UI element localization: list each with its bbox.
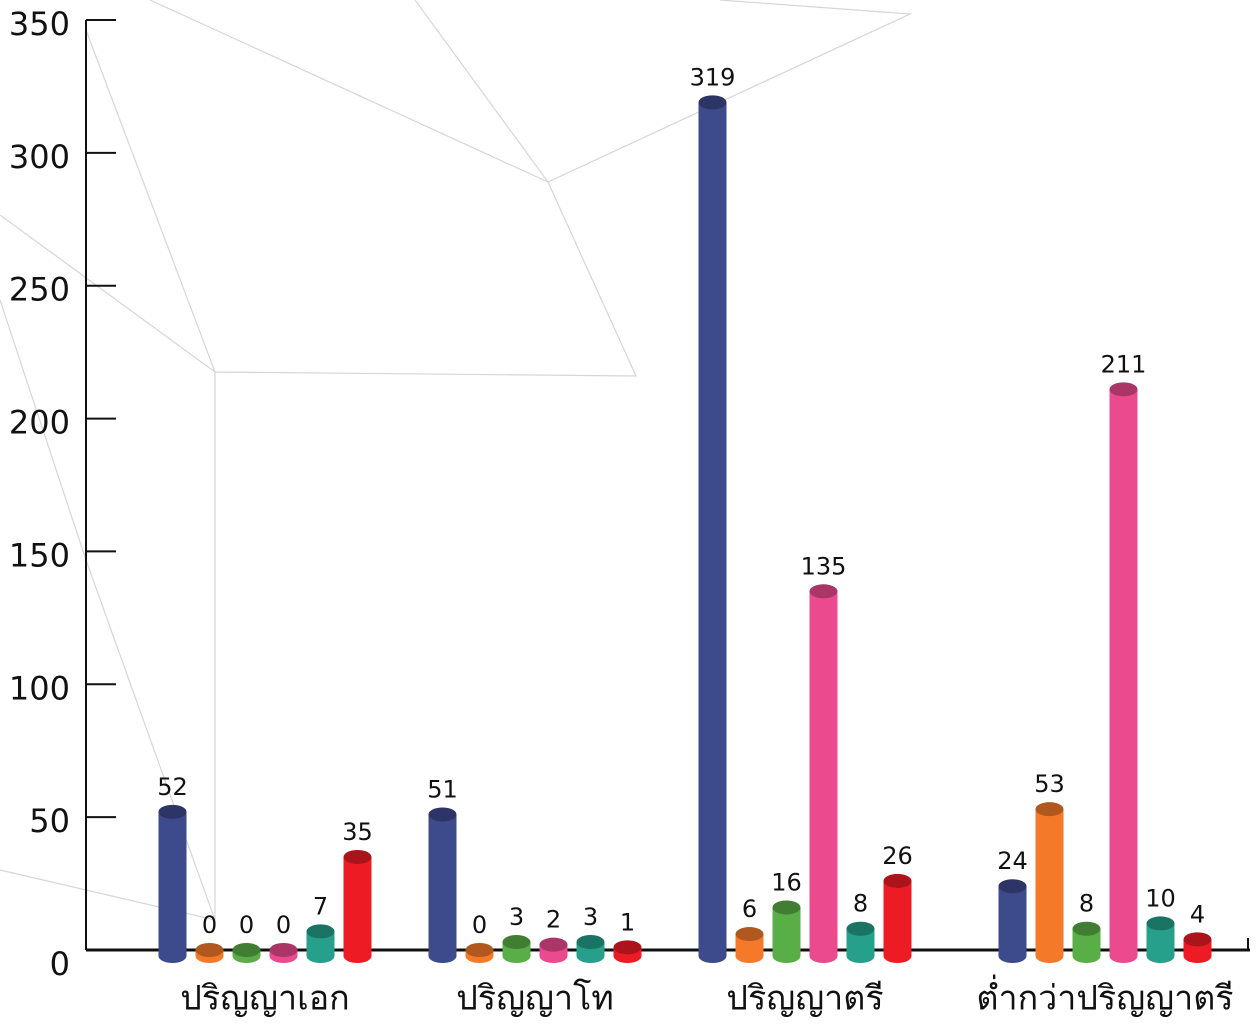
bar: [158, 811, 187, 956]
data-label: 211: [1101, 350, 1147, 378]
data-label: 6: [742, 895, 757, 923]
y-tick-label: 300: [9, 138, 70, 176]
bar-base: [539, 949, 568, 963]
data-label: 35: [342, 818, 373, 846]
data-label: 319: [690, 63, 736, 91]
bar: [428, 814, 457, 956]
bar-cap: [735, 927, 764, 942]
background-decoration: [0, 0, 913, 921]
bar-base: [1072, 949, 1101, 963]
data-label: 0: [239, 911, 254, 939]
bar-base: [428, 949, 457, 963]
x-tick-label: ปริญญาโท: [456, 979, 614, 1019]
data-label: 3: [509, 903, 524, 931]
bar-base: [502, 949, 531, 963]
bar-base: [998, 949, 1027, 963]
data-label: 8: [1079, 890, 1094, 918]
bar-cap: [539, 937, 568, 952]
bar-cap: [232, 943, 261, 957]
bar: [772, 907, 801, 956]
data-label: 0: [202, 911, 217, 939]
x-tick-label: ปริญญาตรี: [726, 979, 883, 1019]
y-tick-label: 250: [9, 271, 70, 309]
data-label: 0: [472, 911, 487, 939]
bar-base: [306, 949, 335, 963]
bar-base: [735, 949, 764, 963]
bar-base: [1146, 949, 1175, 963]
bar-cap: [576, 935, 605, 950]
bar-cap: [502, 935, 531, 950]
bar-cap: [465, 943, 494, 957]
bar-base: [1035, 949, 1064, 963]
data-label: 53: [1034, 770, 1065, 798]
bar-base: [883, 949, 912, 963]
data-label: 7: [313, 892, 328, 920]
bar-cap: [1146, 916, 1175, 931]
y-tick-label: 100: [9, 669, 70, 707]
bar: [343, 857, 372, 956]
bar-cap: [998, 879, 1027, 894]
bar-cap: [158, 804, 187, 819]
y-tick-label: 350: [9, 5, 70, 43]
bar-cap: [613, 940, 642, 955]
data-label: 24: [997, 847, 1028, 875]
data-label: 16: [771, 868, 802, 896]
bar: [809, 591, 838, 956]
y-tick-label: 0: [50, 945, 70, 983]
bar-cap: [269, 943, 298, 957]
bar-base: [576, 949, 605, 963]
bar-base: [158, 949, 187, 963]
bar-cap: [343, 850, 372, 864]
data-label: 51: [427, 775, 458, 803]
bar: [998, 886, 1027, 956]
x-tick-label: ต่ำกว่าปริญญาตรี: [976, 975, 1233, 1019]
data-label: 26: [882, 842, 913, 870]
bar-cap: [883, 873, 912, 888]
data-label: 10: [1145, 884, 1176, 912]
bar: [698, 102, 727, 956]
bar-base: [1183, 949, 1212, 963]
y-tick-label: 150: [9, 536, 70, 574]
bar-cap: [1035, 802, 1064, 817]
bar-cap: [1109, 382, 1138, 397]
data-label: 3: [583, 903, 598, 931]
bar-cap: [1183, 932, 1212, 947]
data-label: 8: [853, 890, 868, 918]
data-label: 0: [276, 911, 291, 939]
bar-base: [772, 949, 801, 963]
x-tick-label: ปริญญาเอก: [180, 979, 350, 1019]
data-label: 1: [620, 908, 635, 936]
data-label: 4: [1190, 900, 1205, 928]
bar-base: [343, 949, 372, 963]
bar: [1109, 389, 1138, 956]
y-tick-label: 50: [29, 802, 70, 840]
data-label: 52: [157, 773, 188, 801]
bar: [1035, 809, 1064, 956]
bar-base: [846, 949, 875, 963]
bar-cap: [306, 924, 335, 939]
bar-cap: [846, 921, 875, 936]
data-label: 2: [546, 906, 561, 934]
bar-base: [1109, 949, 1138, 963]
bar-base: [809, 949, 838, 963]
y-tick-label: 200: [9, 404, 70, 442]
bar-cap: [772, 900, 801, 915]
data-label: 135: [801, 552, 847, 580]
bar-cap: [809, 584, 838, 599]
bar: [883, 880, 912, 956]
bar-base: [698, 949, 727, 963]
bar-cap: [1072, 921, 1101, 936]
bar-cap: [428, 807, 457, 822]
bar-cap: [195, 943, 224, 957]
bar-cap: [698, 95, 727, 110]
